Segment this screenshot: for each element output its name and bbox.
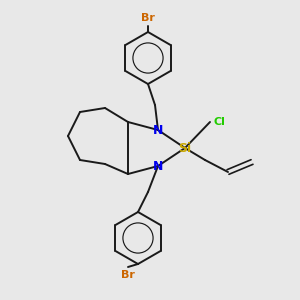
Text: Si: Si: [178, 142, 192, 154]
Text: N: N: [153, 160, 163, 172]
Text: N: N: [153, 124, 163, 136]
Text: Br: Br: [121, 270, 135, 280]
Text: Cl: Cl: [214, 117, 226, 127]
Text: Br: Br: [141, 13, 155, 23]
